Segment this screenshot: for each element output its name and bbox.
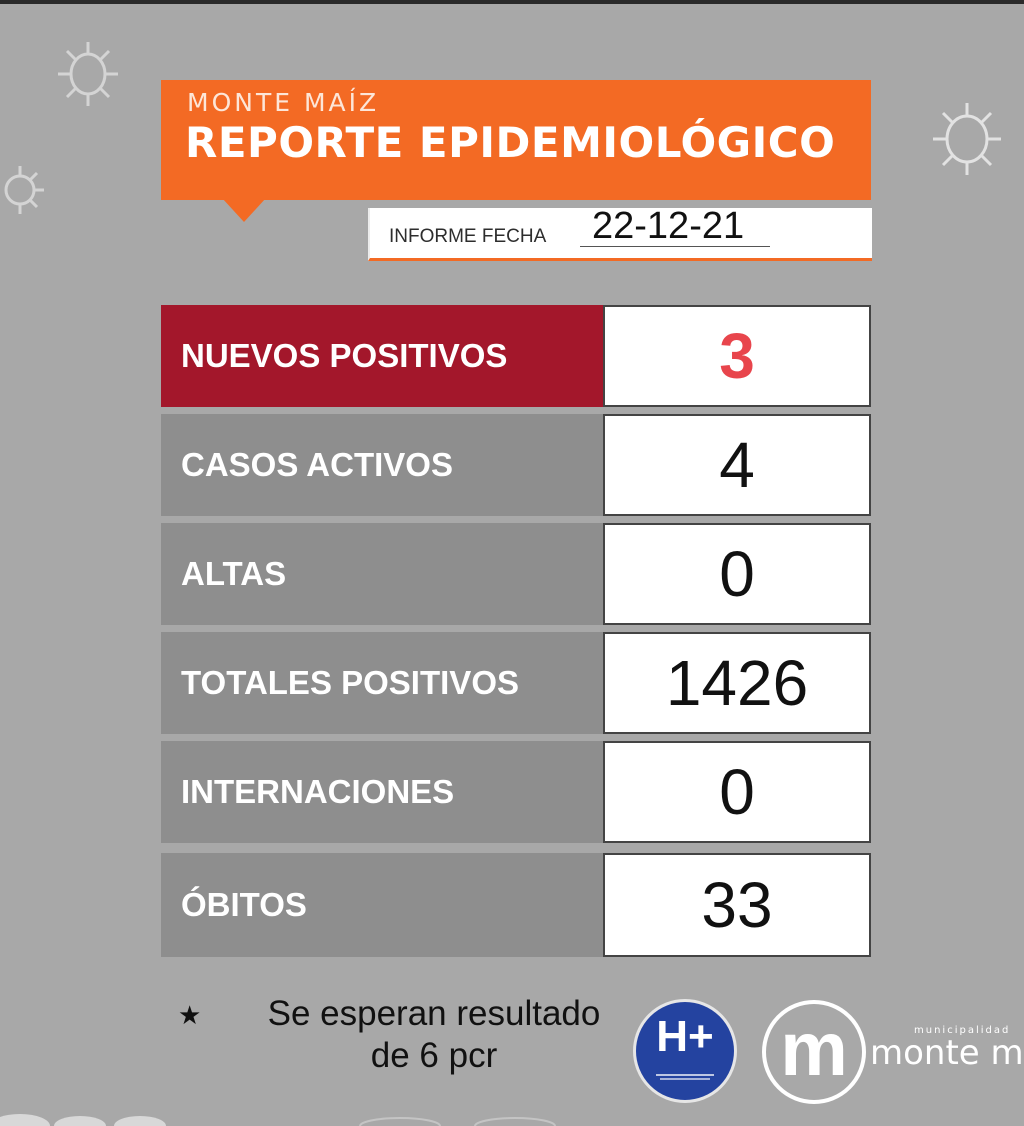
footnote-text: Se esperan resultado de 6 pcr [224,993,644,1077]
virus-icon [4,166,44,214]
date-label: INFORME FECHA [389,226,547,247]
report-title: REPORTE EPIDEMIOLÓGICO [185,118,836,167]
date-underline [580,246,770,247]
municipality-name: monte m [870,1033,1024,1073]
municipality-logo-letter: m [780,1007,848,1092]
stat-label-box: INTERNACIONES [161,741,603,843]
stat-label-box: NUEVOS POSITIVOS [161,305,603,407]
date-box: INFORME FECHA 22-12-21 [368,205,872,261]
stat-label: ÓBITOS [181,886,307,923]
stat-label-box: ALTAS [161,523,603,625]
stat-row-casos-activos: CASOS ACTIVOS 4 [161,414,871,516]
star-icon: ★ [178,1001,202,1031]
stat-label: CASOS ACTIVOS [181,446,453,483]
stat-label: TOTALES POSITIVOS [181,664,519,701]
hospital-logo-subtext [656,1074,714,1080]
date-value: 22-12-21 [592,205,745,247]
municipality-label-small: municipalidad [914,1025,1011,1036]
stat-value: 0 [719,756,755,828]
stat-label-box: ÓBITOS [161,853,603,957]
stat-value-box: 3 [603,305,871,407]
stat-value-box: 4 [603,414,871,516]
top-edge [0,0,1024,4]
stat-label: INTERNACIONES [181,773,455,810]
stat-row-obitos: ÓBITOS 33 [161,853,871,957]
stat-value: 4 [719,429,755,501]
stat-value: 33 [701,869,773,941]
stat-value: 3 [719,320,755,392]
stat-value-box: 0 [603,523,871,625]
stat-value: 1426 [665,647,809,719]
stat-label: NUEVOS POSITIVOS [181,337,508,374]
stat-label: ALTAS [181,555,287,592]
virus-icon [58,42,118,106]
town-name: MONTE MAÍZ [187,88,380,117]
bottom-decoration [0,1114,556,1126]
stat-label-box: CASOS ACTIVOS [161,414,603,516]
hospital-logo: H+ [633,999,737,1103]
stat-row-internaciones: INTERNACIONES 0 [161,741,871,843]
hospital-logo-text: H+ [656,1012,714,1061]
report-header: MONTE MAÍZ REPORTE EPIDEMIOLÓGICO [161,80,871,200]
stat-value: 0 [719,538,755,610]
municipality-logo: m [762,1000,866,1104]
header-pointer [222,198,266,222]
virus-icon [933,103,1001,175]
stat-row-nuevos-positivos: NUEVOS POSITIVOS 3 [161,305,871,407]
stat-value-box: 1426 [603,632,871,734]
footnote-line-2: de 6 pcr [370,1036,498,1075]
stat-row-totales-positivos: TOTALES POSITIVOS 1426 [161,632,871,734]
footnote-line-1: Se esperan resultado [267,994,601,1033]
stat-value-box: 33 [603,853,871,957]
stat-row-altas: ALTAS 0 [161,523,871,625]
stat-value-box: 0 [603,741,871,843]
stat-label-box: TOTALES POSITIVOS [161,632,603,734]
